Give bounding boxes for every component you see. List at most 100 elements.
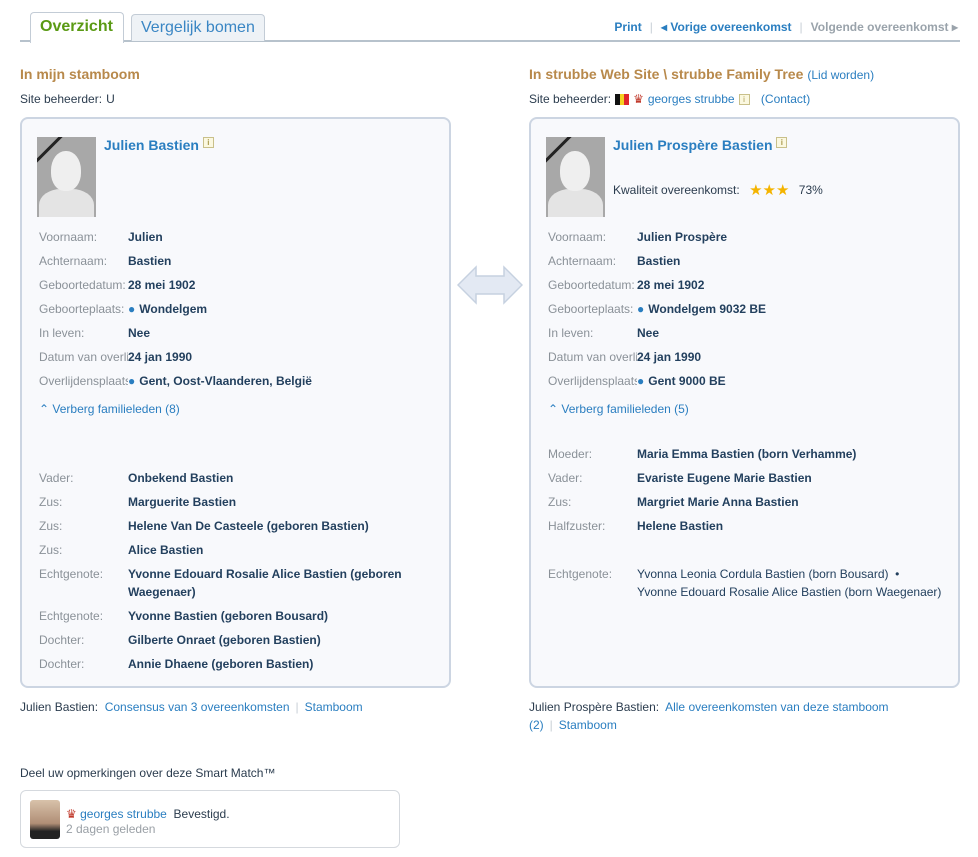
next-match-link[interactable]: Volgende overeenkomst ▶ <box>811 20 958 34</box>
field-row: Datum van overlijden:24 jan 1990 <box>548 345 958 369</box>
relative-link[interactable]: Marguerite Bastien <box>128 495 237 509</box>
field-label: Datum van overlijden: <box>39 350 128 364</box>
site-admin: Site beheerder: U <box>20 91 451 107</box>
join-link[interactable]: (Lid worden) <box>807 68 875 82</box>
relative-link[interactable]: Evariste Eugene Marie Bastien <box>637 471 812 485</box>
field-row: Zus: Margriet Marie Anna Bastien <box>548 490 958 514</box>
tab-vergelijk-bomen[interactable]: Vergelijk bomen <box>131 14 265 41</box>
all-matches-link[interactable]: Alle overeenkomsten van deze stamboom <box>665 700 889 714</box>
relative-link[interactable]: Yvonna Leonia Cordula Bastien (born Bous… <box>637 567 889 581</box>
field-row: Achternaam: Bastien <box>39 249 449 273</box>
person-name-left[interactable]: Julien Bastien i <box>104 137 214 153</box>
field-label: In leven: <box>39 326 85 340</box>
field-row: Dochter: Gilberte Onraet (geboren Bastien… <box>39 628 449 652</box>
person-fields-right: Voornaam: Julien Prospère Achternaam: Basti… <box>548 225 958 604</box>
field-label: Datum van overlijden: <box>548 350 637 364</box>
crown-icon: ♛ <box>66 807 77 821</box>
field-row: Voornaam: Julien Prospère <box>548 225 958 249</box>
relative-link[interactable]: Yvonne Edouard Rosalie Alice Bastien (ge… <box>128 567 402 599</box>
map-pin-icon[interactable]: ● <box>637 374 645 388</box>
field-value: Gilberte Onraet (geboren Bastien) <box>128 631 321 649</box>
field-label: Geboortedatum: <box>548 278 635 292</box>
field-value: Yvonna Leonia Cordula Bastien (born Bous… <box>637 567 942 599</box>
field-label: Vader: <box>548 471 583 485</box>
footer-name: Julien Bastien: <box>20 700 99 714</box>
relative-link[interactable]: Onbekend Bastien <box>128 471 234 485</box>
field-label: Overlijdensplaats: <box>39 374 128 388</box>
field-label: Zus: <box>548 495 572 509</box>
top-links: Print | ◀ Vorige overeenkomst | Volgende ove… <box>614 20 958 34</box>
field-row: In leven: Nee <box>39 321 449 345</box>
comment-author-link[interactable]: georges strubbe <box>80 807 167 821</box>
field-value: Yvonne Edouard Rosalie Alice Bastien (ge… <box>128 565 449 601</box>
person-fields-left: Voornaam: Julien Achternaam: Bastien Geboort… <box>39 225 449 676</box>
tree-link[interactable]: Stamboom <box>558 718 617 732</box>
site-admin: Site beheerder: ♛ georges strubbe i (Conta… <box>529 91 960 107</box>
triangle-right-icon: ▶ <box>951 23 958 32</box>
field-value: 24 jan 1990 <box>128 350 193 364</box>
star-icon: ★ <box>749 182 763 199</box>
tree-link[interactable]: Stamboom <box>304 700 363 714</box>
field-label: Echtgenote: <box>39 609 104 623</box>
relative-link[interactable]: Yvonne Edouard Rosalie Alice Bastien (bo… <box>637 585 942 599</box>
quality-label: Kwaliteit overeenkomst: <box>613 183 740 197</box>
my-tree-column: In mijn stamboom Site beheerder: U Julien… <box>20 66 451 716</box>
star-icon: ★ <box>762 182 776 199</box>
relative-link[interactable]: Margriet Marie Anna Bastien <box>637 495 799 509</box>
all-matches-count-link[interactable]: (2) <box>529 718 544 732</box>
previous-match-link[interactable]: ◀ Vorige overeenkomst <box>661 20 792 34</box>
info-icon[interactable]: i <box>202 137 214 148</box>
field-value: 28 mei 1902 <box>128 278 196 292</box>
field-row: Echtgenote: Yvonne Bastien (geboren Bousa… <box>39 604 449 628</box>
chevron-up-icon: ⌃ <box>39 402 50 416</box>
relative-link[interactable]: Helene Bastien <box>637 519 724 533</box>
divider: | <box>799 20 803 34</box>
relative-link[interactable]: Alice Bastien <box>128 543 204 557</box>
relative-link[interactable]: Annie Dhaene (geboren Bastien) <box>128 657 314 671</box>
field-value: Nee <box>128 326 151 340</box>
map-pin-icon[interactable]: ● <box>128 302 136 316</box>
person-card-left: Julien Bastien i Voornaam: Julien Achterna… <box>20 117 451 688</box>
field-label: Overlijdensplaats: <box>548 374 637 388</box>
field-row: Geboortedatum: 28 mei 1902 <box>548 273 958 297</box>
tab-overzicht[interactable]: Overzicht <box>30 12 124 43</box>
map-pin-icon[interactable]: ● <box>637 302 645 316</box>
avatar[interactable] <box>30 800 60 839</box>
field-value: Annie Dhaene (geboren Bastien) <box>128 655 313 673</box>
info-icon[interactable]: i <box>738 93 750 105</box>
field-label: Zus: <box>39 495 63 509</box>
field-label: Voornaam: <box>548 230 607 244</box>
contact-link[interactable]: (Contact) <box>760 92 811 106</box>
consensus-link[interactable]: Consensus van 3 overeenkomsten <box>104 700 290 714</box>
field-value: Nee <box>637 326 660 340</box>
other-tree-column: In strubbe Web Site \ strubbe Family Tre… <box>529 66 960 734</box>
relative-link[interactable]: Gilberte Onraet (geboren Bastien) <box>128 633 321 647</box>
relative-link[interactable]: Maria Emma Bastien (born Verhamme) <box>637 447 857 461</box>
comment-text: Bevestigd. <box>173 807 230 821</box>
toggle-family-link[interactable]: ⌃ Verberg familieleden (8) <box>39 402 180 416</box>
person-silhouette-icon <box>37 137 96 217</box>
field-label: Voornaam: <box>39 230 98 244</box>
info-icon[interactable]: i <box>776 137 788 148</box>
toggle-family-link[interactable]: ⌃ Verberg familieleden (5) <box>548 402 689 416</box>
relative-link[interactable]: Yvonne Bastien (geboren Bousard) <box>128 609 329 623</box>
site-admin-link[interactable]: georges strubbe <box>647 92 735 106</box>
match-quality: Kwaliteit overeenkomst: ★★★ 73% <box>613 181 823 199</box>
field-row: Datum van overlijden:24 jan 1990 <box>39 345 449 369</box>
left-footer: Julien Bastien: Consensus van 3 overeenk… <box>20 698 451 716</box>
tab-bar: Overzicht Vergelijk bomen <box>20 12 960 43</box>
field-row: Voornaam: Julien <box>39 225 449 249</box>
person-name-right[interactable]: Julien Prospère Bastien i <box>613 137 788 153</box>
comment-body: ♛ georges strubbe Bevestigd. 2 dagen gel… <box>66 807 230 837</box>
next-match-label: Volgende overeenkomst <box>810 20 949 34</box>
map-pin-icon[interactable]: ● <box>128 374 136 388</box>
field-value: ● Gent 9000 BE <box>637 374 726 388</box>
star-icon: ★ <box>775 182 790 199</box>
relative-link[interactable]: Helene Van De Casteele (geboren Bastien) <box>128 519 369 533</box>
field-label: Moeder: <box>548 447 593 461</box>
print-link[interactable]: Print <box>614 20 642 34</box>
crown-icon: ♛ <box>633 92 644 106</box>
field-value: Margriet Marie Anna Bastien <box>637 493 799 511</box>
field-value: 28 mei 1902 <box>637 278 705 292</box>
field-row: Echtgenote: Yvonna Leonia Cordula Bastien… <box>548 562 958 604</box>
